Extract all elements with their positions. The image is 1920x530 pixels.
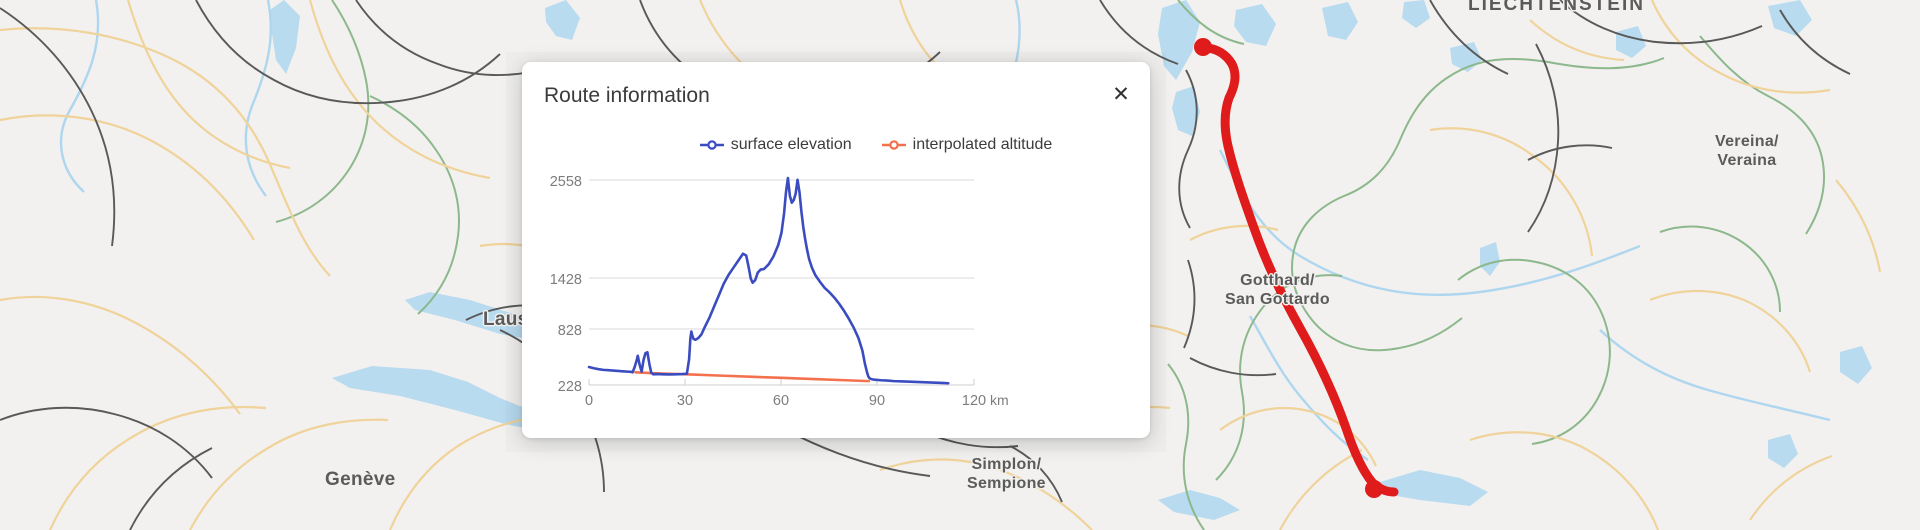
close-icon[interactable]: ✕ — [1106, 80, 1136, 110]
legend-item-surface-elevation[interactable]: surface elevation — [699, 136, 852, 154]
y-tick-label-1428: 1428 — [550, 272, 582, 288]
legend-item-interpolated-altitude[interactable]: interpolated altitude — [881, 136, 1053, 154]
y-axis-unit-label: m — [570, 166, 582, 167]
elevation-profile-chart[interactable]: m 2558 1428 828 228 0 30 60 90 120 km — [522, 166, 1150, 406]
x-tick-label-120: 120 — [962, 393, 986, 406]
x-tick-label-0: 0 — [585, 393, 593, 406]
legend-label-surface-elevation: surface elevation — [730, 136, 852, 153]
x-tick-label-90: 90 — [869, 393, 885, 406]
route-start-marker — [1194, 38, 1212, 56]
legend-label-interpolated-altitude: interpolated altitude — [912, 136, 1053, 153]
x-tick-label-60: 60 — [773, 393, 789, 406]
route-end-marker — [1365, 480, 1383, 498]
chart-legend: surface elevation interpolated altitude — [522, 136, 1150, 154]
panel-title: Route information — [544, 84, 710, 107]
map-boundaries — [275, 0, 1825, 530]
line-marker-icon — [699, 140, 724, 150]
x-tick-label-30: 30 — [677, 393, 693, 406]
route-line — [1200, 43, 1399, 497]
x-axis-unit-label: km — [990, 392, 1009, 406]
y-tick-label-828: 828 — [558, 323, 582, 339]
y-tick-label-228: 228 — [558, 379, 582, 395]
series-surface-elevation — [587, 176, 950, 385]
line-marker-icon — [881, 140, 906, 150]
y-tick-label-2558: 2558 — [550, 174, 582, 190]
route-information-panel: Route information ✕ surface elevation in… — [522, 62, 1150, 438]
chart-x-ticks — [588, 379, 975, 385]
